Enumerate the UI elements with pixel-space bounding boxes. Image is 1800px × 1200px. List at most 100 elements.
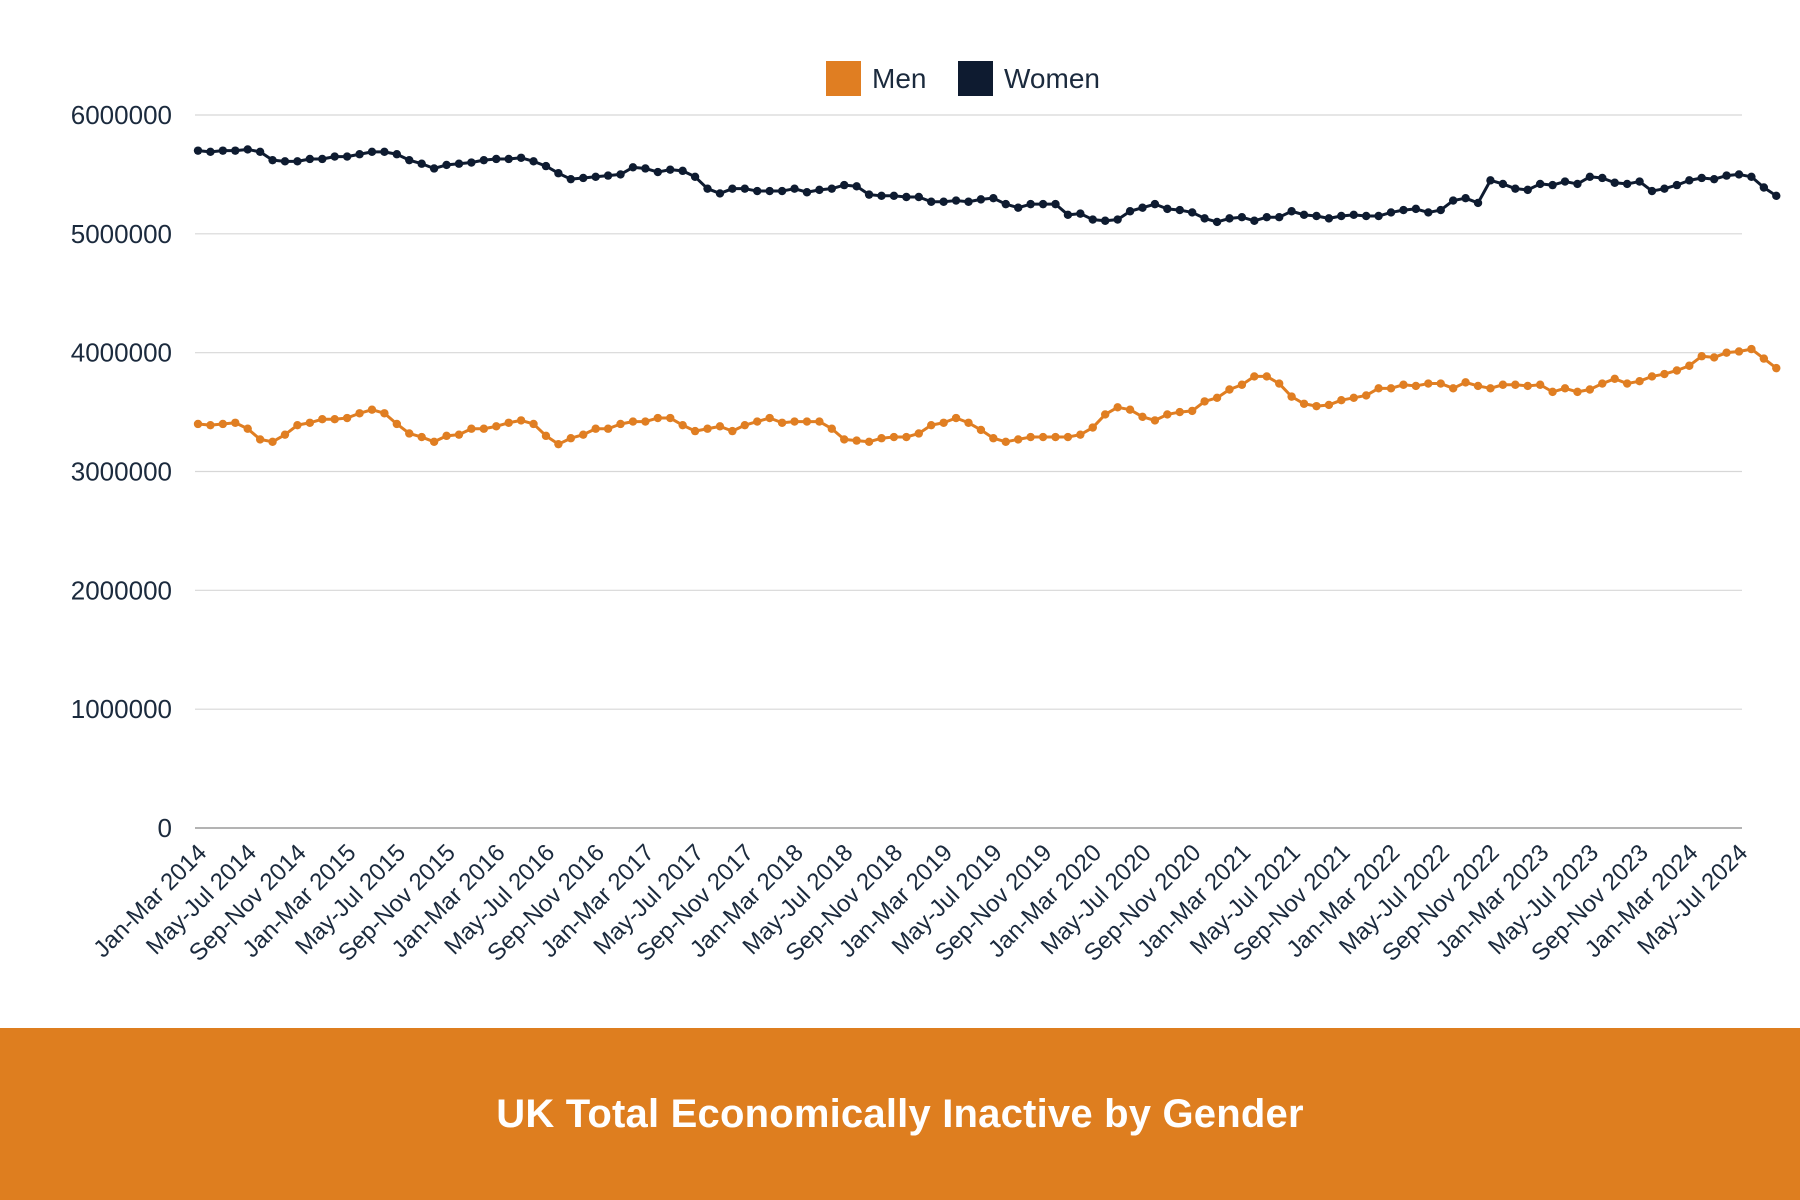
data-point-men (1635, 376, 1644, 386)
y-tick-label: 6000000 (71, 100, 172, 130)
data-point-women (1063, 210, 1073, 220)
data-point-women (753, 186, 762, 196)
data-point-men (1722, 348, 1731, 357)
data-point-women (653, 167, 663, 177)
data-point-men (554, 439, 563, 449)
data-point-women (1772, 191, 1781, 201)
data-point-women (541, 161, 551, 171)
data-point-men (529, 419, 538, 429)
data-point-women (467, 158, 476, 167)
legend: Men Women (826, 61, 1100, 96)
data-point-men (1573, 387, 1582, 397)
data-point-men (753, 417, 762, 426)
data-point-men (255, 435, 265, 444)
y-tick-label: 4000000 (71, 338, 172, 368)
legend-label-men: Men (872, 63, 926, 94)
legend-swatch-women (958, 61, 993, 96)
data-point-women (1361, 211, 1371, 221)
data-point-men (777, 418, 787, 427)
data-point-men (852, 436, 861, 445)
data-point-women (1709, 174, 1719, 184)
data-point-men (392, 419, 402, 429)
data-point-women (989, 193, 998, 203)
data-point-women (1312, 211, 1321, 221)
data-point-women (827, 184, 836, 193)
data-point-women (243, 145, 252, 154)
data-point-women (1225, 214, 1234, 223)
data-point-men (454, 430, 464, 439)
legend-swatch-men (826, 61, 861, 96)
data-point-women (454, 159, 464, 168)
data-point-women (1461, 193, 1470, 203)
data-point-women (318, 154, 327, 164)
data-point-women (417, 159, 426, 168)
data-point-women (666, 165, 675, 174)
data-point-men (1150, 416, 1160, 425)
data-point-men (1274, 379, 1284, 388)
data-point-men (1585, 385, 1595, 394)
data-point-women (1399, 205, 1408, 215)
data-point-women (939, 197, 948, 206)
data-point-women (1051, 199, 1060, 209)
data-point-women (1001, 199, 1010, 209)
data-point-men (1523, 381, 1532, 391)
data-point-women (603, 171, 613, 180)
data-point-men (193, 419, 203, 429)
data-point-men (927, 420, 936, 430)
data-point-women (1523, 185, 1532, 195)
data-point-men (666, 413, 675, 423)
data-point-men (790, 417, 799, 426)
data-point-women (1722, 171, 1731, 180)
data-point-men (1461, 378, 1470, 387)
data-point-women (1274, 213, 1284, 222)
data-point-women (1138, 203, 1147, 212)
data-point-women (516, 153, 526, 162)
data-point-men (603, 424, 613, 433)
data-point-men (442, 431, 451, 441)
data-point-women (1125, 207, 1135, 216)
data-point-men (1535, 380, 1545, 389)
data-point-men (1212, 393, 1222, 403)
data-point-men (914, 429, 923, 438)
data-point-women (405, 155, 414, 165)
data-point-men (690, 426, 700, 436)
data-point-men (802, 417, 812, 426)
data-point-women (628, 163, 638, 172)
data-point-men (1448, 384, 1458, 393)
series-group (193, 145, 1781, 449)
data-point-men (1200, 397, 1209, 406)
data-point-men (591, 424, 600, 433)
data-point-women (293, 157, 302, 166)
data-point-women (1187, 208, 1197, 217)
data-point-women (616, 170, 625, 179)
data-point-men (1014, 435, 1023, 444)
data-point-women (429, 164, 439, 173)
data-point-women (392, 150, 402, 159)
data-point-women (1535, 179, 1545, 189)
data-point-women (1697, 173, 1706, 183)
data-point-men (541, 431, 551, 441)
data-point-men (417, 432, 426, 442)
data-point-men (889, 432, 899, 442)
data-point-women (790, 184, 799, 193)
data-point-men (715, 422, 725, 431)
data-point-women (1038, 199, 1048, 209)
data-point-women (1175, 205, 1184, 215)
data-point-women (1150, 199, 1160, 209)
data-point-women (1610, 178, 1619, 187)
y-axis: 0 1000000 2000000 3000000 4000000 5000000 6000… (71, 100, 172, 843)
line-chart: 0 1000000 2000000 3000000 4000000 5000000 6000… (71, 61, 1781, 967)
data-point-men (840, 435, 849, 444)
data-point-women (442, 160, 451, 170)
data-point-women (1237, 213, 1247, 222)
data-point-men (1598, 379, 1607, 388)
data-point-women (1473, 198, 1483, 208)
data-point-men (1088, 423, 1097, 432)
data-point-men (1250, 372, 1259, 381)
data-point-women (1386, 208, 1396, 217)
data-point-women (1486, 176, 1495, 185)
footer-banner: UK Total Economically Inactive by Gender (0, 1028, 1800, 1200)
y-tick-label: 3000000 (71, 457, 172, 487)
data-point-women (579, 173, 588, 183)
